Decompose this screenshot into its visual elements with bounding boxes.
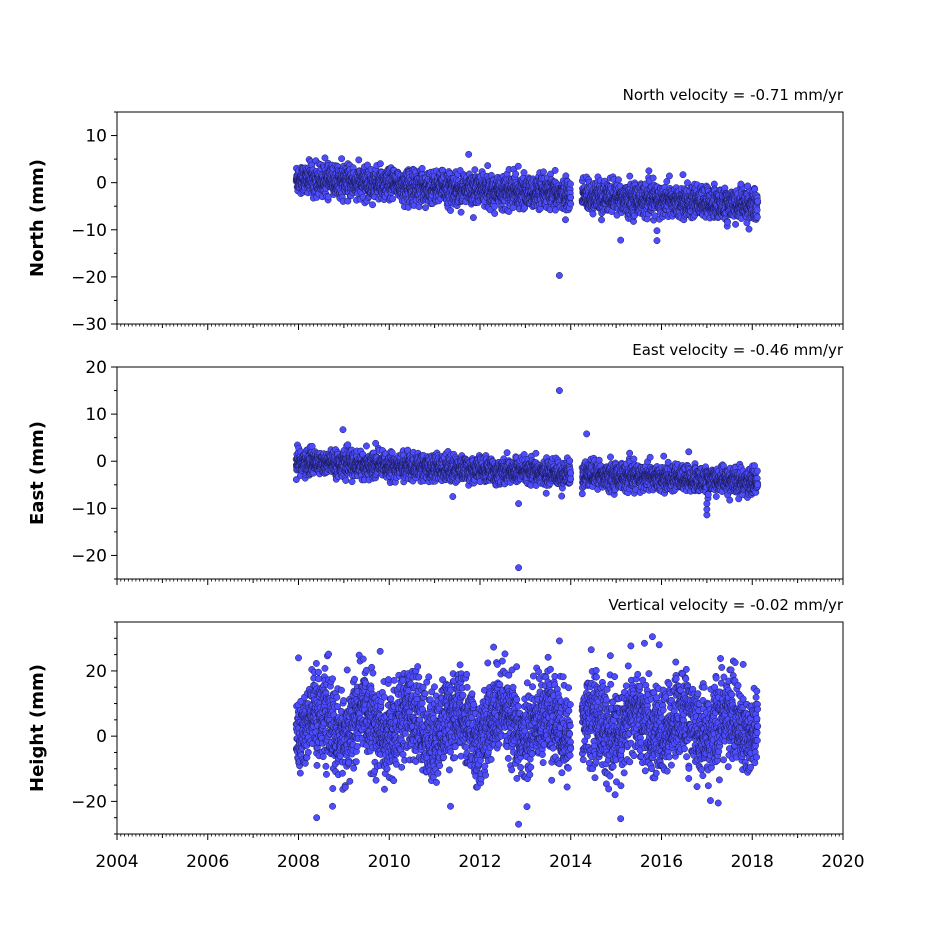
data-point (753, 213, 761, 221)
data-point (512, 170, 520, 178)
data-point (732, 220, 740, 228)
data-point (484, 162, 492, 170)
north-points (292, 150, 762, 279)
data-point (514, 162, 522, 170)
data-point (724, 218, 731, 226)
data-point (418, 164, 426, 172)
data-point (645, 167, 653, 175)
ytick-label: 0 (96, 174, 107, 194)
data-point (355, 156, 363, 164)
outlier-point (653, 237, 661, 245)
data-point (457, 208, 465, 216)
outlier-point (422, 204, 429, 212)
data-point (649, 174, 657, 182)
data-point (626, 172, 634, 180)
data-point (551, 166, 559, 174)
outlier-point (465, 150, 473, 158)
outlier-point (744, 182, 752, 190)
ytick-label: −10 (71, 221, 107, 241)
data-point (321, 154, 329, 162)
data-point (344, 441, 352, 449)
data-point (754, 197, 762, 205)
data-point (342, 476, 350, 484)
outlier-point (338, 155, 346, 163)
data-point (491, 210, 499, 217)
data-point (469, 214, 477, 222)
data-point (562, 216, 569, 224)
ytick-label: −30 (71, 315, 107, 335)
data-point (388, 449, 396, 457)
data-point (471, 166, 479, 174)
data-point (567, 200, 575, 208)
data-point (389, 195, 397, 203)
data-point (540, 168, 547, 176)
data-point (348, 478, 356, 486)
ytick-label: 10 (85, 127, 107, 147)
outlier-point (447, 207, 454, 214)
east-points (292, 387, 762, 572)
data-point (615, 176, 622, 184)
data-point (520, 169, 528, 176)
data-point (363, 442, 370, 450)
outlier-point (617, 236, 625, 244)
data-point (589, 210, 597, 218)
data-point (369, 201, 377, 209)
data-point (665, 172, 673, 180)
outlier-point (653, 227, 661, 235)
data-point (751, 185, 759, 193)
data-point (679, 171, 687, 179)
data-point (745, 225, 753, 233)
data-point (376, 160, 384, 168)
data-point (567, 194, 575, 201)
outlier-point (555, 272, 563, 279)
outlier-point (737, 180, 745, 188)
data-point (753, 206, 761, 214)
data-point (491, 203, 498, 211)
panel-north: 10 0 −10 −20 −30 (71, 111, 844, 335)
data-point (598, 216, 605, 224)
ytick-label: −20 (71, 268, 107, 288)
data-point (567, 180, 574, 188)
